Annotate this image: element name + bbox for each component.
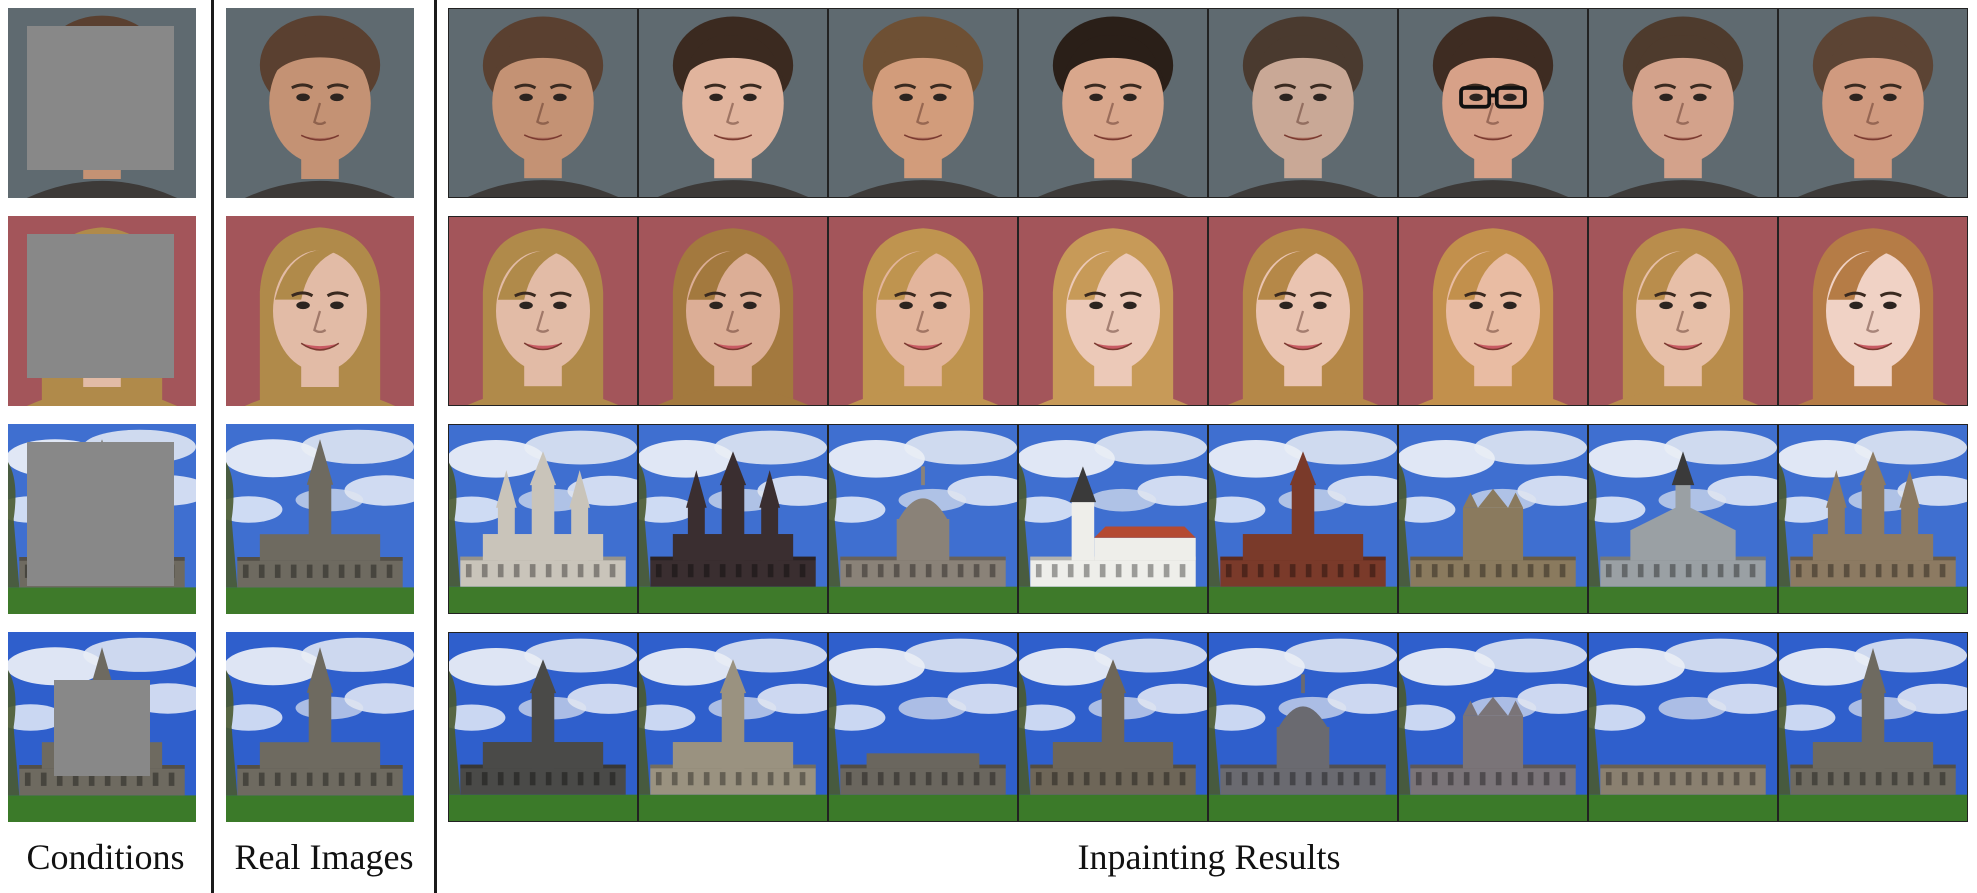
real-image (226, 216, 414, 406)
inpainting-result-image (828, 424, 1018, 614)
inpainting-result-image (1778, 8, 1968, 198)
condition-image (8, 424, 196, 614)
inpainting-result-image (828, 632, 1018, 822)
inpainting-result-image (828, 216, 1018, 406)
inpainting-result-image (1588, 424, 1778, 614)
inpainting-result-image (638, 216, 828, 406)
inpainting-result-image (638, 8, 828, 198)
inpainting-result-image (1588, 216, 1778, 406)
inpainting-result-image (1208, 632, 1398, 822)
inpainting-result-image (1208, 424, 1398, 614)
label-inpainting-results: Inpainting Results (1077, 837, 1341, 877)
inpainting-result-image (1398, 632, 1588, 822)
inpainting-result-image (1208, 216, 1398, 406)
gray-mask (54, 680, 150, 776)
real-image (226, 632, 414, 822)
inpainting-result-image (1588, 632, 1778, 822)
inpainting-result-image (1018, 424, 1208, 614)
inpainting-result-image (1778, 424, 1968, 614)
inpainting-result-image (448, 216, 638, 406)
inpainting-result-image (1018, 8, 1208, 198)
inpainting-result-image (638, 424, 828, 614)
condition-image (8, 8, 196, 198)
inpainting-result-image (1018, 216, 1208, 406)
label-real-images: Real Images (234, 837, 414, 877)
divider-conditions-real (211, 0, 214, 893)
inpainting-result-image (828, 8, 1018, 198)
label-conditions: Conditions (26, 837, 185, 877)
condition-image (8, 216, 196, 406)
inpainting-result-image (448, 8, 638, 198)
real-image (226, 8, 414, 198)
inpainting-result-image (1208, 8, 1398, 198)
condition-image (8, 632, 196, 822)
divider-real-results (434, 0, 437, 893)
inpainting-result-image (1398, 424, 1588, 614)
inpainting-result-image (448, 632, 638, 822)
inpainting-result-image (638, 632, 828, 822)
inpainting-result-image (1778, 632, 1968, 822)
real-image (226, 424, 414, 614)
gray-mask (27, 234, 174, 378)
inpainting-result-image (1778, 216, 1968, 406)
inpainting-result-image (1398, 8, 1588, 198)
inpainting-result-image (1588, 8, 1778, 198)
inpainting-result-image (1018, 632, 1208, 822)
inpainting-result-image (1398, 216, 1588, 406)
inpainting-result-image (448, 424, 638, 614)
gray-mask (27, 442, 174, 586)
gray-mask (27, 26, 174, 170)
